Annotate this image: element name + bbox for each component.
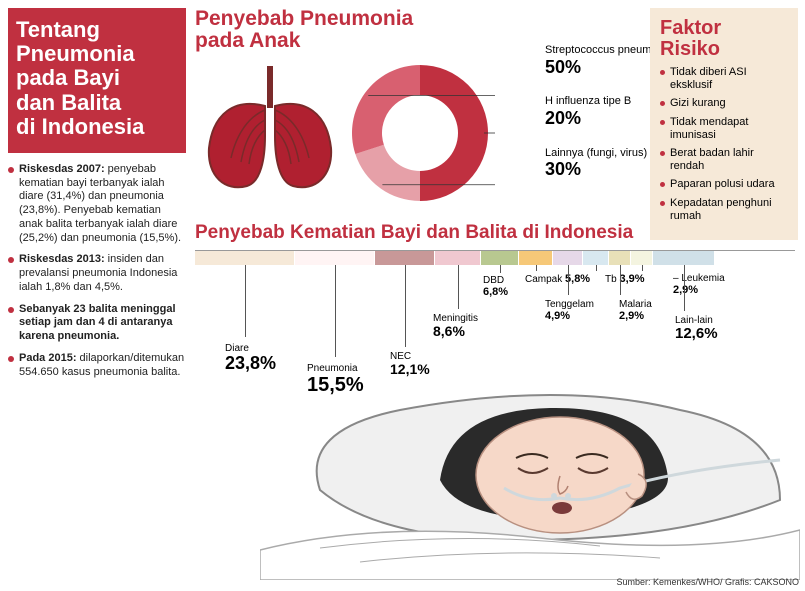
death-cause-label: ‒ Leukemia2,9% — [673, 273, 725, 296]
death-cause-bar — [375, 251, 435, 265]
risk-item: Tidak mendapat imunisasi — [660, 116, 788, 142]
credit-line: Sumber: Kemenkes/WHO/ Grafis: CAKSONO — [616, 577, 799, 587]
donut-chart — [345, 58, 495, 208]
bullet-dot — [660, 101, 665, 106]
bullet-dot — [660, 201, 665, 206]
death-cause-bar — [583, 251, 609, 265]
death-cause-bar — [553, 251, 583, 265]
left-bullets: Riskesdas 2007: penyebab kematian bayi t… — [8, 163, 186, 380]
risk-item: Gizi kurang — [660, 97, 788, 110]
death-cause-label: DBD6,8% — [483, 275, 508, 298]
death-cause-label: Tb 3,9% — [605, 273, 645, 285]
main-title: Tentang Pneumonia pada Bayi dan Balita d… — [8, 8, 186, 153]
bullet-dot — [8, 257, 14, 263]
death-cause-bar — [609, 251, 631, 265]
bullet-dot — [660, 120, 665, 125]
bullet-dot — [8, 356, 14, 362]
risk-panel: Faktor Risiko Tidak diberi ASI eksklusif… — [650, 8, 798, 240]
death-cause-bar — [653, 251, 715, 265]
death-cause-bar — [195, 251, 295, 265]
bullet-dot — [660, 151, 665, 156]
lungs-icon — [195, 58, 345, 198]
death-cause-label: Lain-lain12,6% — [675, 315, 718, 343]
risk-item: Tidak diberi ASI eksklusif — [660, 66, 788, 92]
bullet-dot — [8, 167, 14, 173]
death-cause-bar — [295, 251, 375, 265]
risk-item: Berat badan lahir rendah — [660, 147, 788, 173]
bullet-dot — [660, 70, 665, 75]
death-cause-label: Campak 5,8% — [525, 273, 590, 285]
risk-item: Kepadatan penghuni rumah — [660, 197, 788, 223]
donut-slice — [352, 65, 420, 154]
risk-title: Faktor Risiko — [660, 18, 788, 60]
death-cause-bar — [481, 251, 519, 265]
donut-slice — [355, 145, 420, 201]
death-cause-label: Tenggelam4,9% — [545, 299, 594, 322]
patient-illustration — [260, 370, 800, 580]
death-cause-bar — [631, 251, 653, 265]
left-column: Tentang Pneumonia pada Bayi dan Balita d… — [8, 8, 186, 387]
donut-slice — [420, 65, 488, 201]
death-cause-bar — [435, 251, 481, 265]
death-cause-bar — [519, 251, 553, 265]
risk-list: Tidak diberi ASI eksklusif Gizi kurang Tid… — [660, 66, 788, 223]
bullet-dot — [660, 182, 665, 187]
causes-section: Penyebab Pneumonia pada Anak Streptococc… — [195, 8, 643, 208]
left-bullet-item: Riskesdas 2007: penyebab kematian bayi t… — [8, 163, 186, 246]
death-cause-label: Malaria2,9% — [619, 299, 652, 322]
left-bullet-item: Riskesdas 2013: insiden dan prevalansi p… — [8, 253, 186, 294]
left-bullet-item: Pada 2015: dilaporkan/ditemukan 554.650 … — [8, 352, 186, 380]
bullet-dot — [8, 307, 14, 313]
deaths-title: Penyebab Kematian Bayi dan Balita di Ind… — [195, 222, 800, 244]
risk-item: Paparan polusi udara — [660, 178, 788, 191]
left-bullet-item: Sebanyak 23 balita meninggal setiap jam … — [8, 303, 186, 344]
death-cause-label: Meningitis8,6% — [433, 313, 478, 339]
